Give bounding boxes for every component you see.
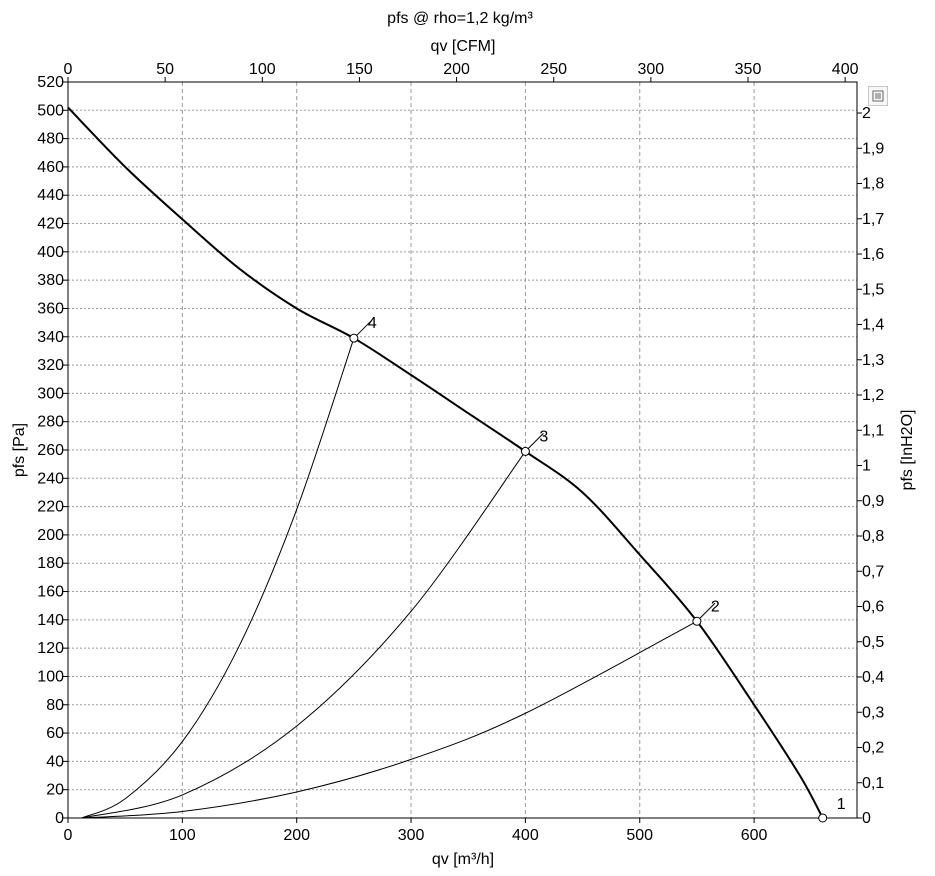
y2-tick-label: 1,2 (862, 387, 884, 404)
y2-tick-label: 0,4 (862, 669, 884, 686)
x2-tick-label: 300 (638, 61, 665, 78)
system-curve-line (81, 338, 355, 819)
y-tick-label: 100 (37, 668, 64, 685)
x-tick-label: 200 (283, 827, 310, 844)
y2-tick-label: 0,8 (862, 528, 884, 545)
y2-tick-label: 1,8 (862, 176, 884, 193)
axes: 0204060801001201401601802002202402602803… (37, 61, 884, 844)
y2-tick-label: 1,9 (862, 140, 884, 157)
y-tick-label: 160 (37, 584, 64, 601)
operating-point-label: 4 (368, 315, 377, 332)
y2-tick-label: 1,1 (862, 422, 884, 439)
operating-points: 1 2 3 4 (349, 315, 846, 823)
operating-point-marker (349, 333, 359, 343)
x-axis-label: qv [m³/h] (432, 851, 494, 868)
y2-tick-label: 1,4 (862, 317, 884, 334)
y2-tick-label: 0,7 (862, 563, 884, 580)
y-tick-label: 220 (37, 499, 64, 516)
chart-title: pfs @ rho=1,2 kg/m³ (387, 10, 533, 27)
system-curve-line (81, 620, 698, 819)
x-tick-label: 0 (64, 827, 73, 844)
x-tick-label: 600 (741, 827, 768, 844)
y2-axis-label: pfs [InH2O] (899, 410, 916, 491)
y-tick-label: 180 (37, 555, 64, 572)
grid (68, 81, 857, 818)
x2-tick-label: 200 (443, 61, 470, 78)
y2-tick-label: 0 (862, 810, 871, 827)
y-tick-label: 200 (37, 527, 64, 544)
curves (67, 106, 824, 819)
y-axis-label: pfs [Pa] (11, 423, 28, 477)
y2-tick-label: 1,7 (862, 211, 884, 228)
y-tick-label: 420 (37, 216, 64, 233)
y2-tick-label: 0,3 (862, 704, 884, 721)
y-tick-label: 120 (37, 640, 64, 657)
y2-tick-label: 1,6 (862, 246, 884, 263)
x-tick-label: 100 (169, 827, 196, 844)
y-tick-label: 320 (37, 357, 64, 374)
y-tick-label: 440 (37, 187, 64, 204)
y-tick-label: 40 (46, 753, 64, 770)
y2-tick-label: 1,5 (862, 281, 884, 298)
operating-point-marker (818, 813, 828, 823)
y2-tick-label: 0,1 (862, 775, 884, 792)
y-tick-label: 460 (37, 159, 64, 176)
y-tick-label: 480 (37, 131, 64, 148)
operating-point-label: 1 (837, 796, 846, 813)
y-tick-label: 340 (37, 329, 64, 346)
y-tick-label: 80 (46, 697, 64, 714)
y-tick-label: 500 (37, 102, 64, 119)
operating-point-label: 2 (711, 598, 720, 615)
y2-tick-label: 0,2 (862, 740, 884, 757)
x-tick-label: 500 (626, 827, 653, 844)
y-tick-label: 380 (37, 272, 64, 289)
y2-tick-label: 1 (862, 458, 871, 475)
y-tick-label: 240 (37, 470, 64, 487)
y-tick-label: 140 (37, 612, 64, 629)
export-icon[interactable] (868, 86, 888, 106)
system-curve-line (81, 451, 526, 819)
operating-point-marker (520, 446, 530, 456)
y-tick-label: 0 (55, 810, 64, 827)
operating-point-marker (692, 616, 702, 626)
y2-tick-label: 0,6 (862, 599, 884, 616)
x2-tick-label: 350 (735, 61, 762, 78)
x2-tick-label: 250 (540, 61, 567, 78)
y2-tick-label: 1,3 (862, 352, 884, 369)
y2-tick-label: 2 (862, 105, 871, 122)
x2-tick-label: 50 (156, 61, 174, 78)
y-tick-label: 20 (46, 782, 64, 799)
x2-tick-label: 400 (832, 61, 859, 78)
operating-point-label: 3 (539, 428, 548, 445)
y-tick-label: 400 (37, 244, 64, 261)
y-tick-label: 360 (37, 300, 64, 317)
x-tick-label: 400 (512, 827, 539, 844)
x2-tick-label: 100 (249, 61, 276, 78)
y2-tick-label: 0,5 (862, 634, 884, 651)
y-tick-label: 300 (37, 385, 64, 402)
y-tick-label: 520 (37, 74, 64, 91)
x-tick-label: 300 (398, 827, 425, 844)
y2-tick-label: 0,9 (862, 493, 884, 510)
y-tick-label: 60 (46, 725, 64, 742)
y-tick-label: 280 (37, 414, 64, 431)
x2-axis-label: qv [CFM] (431, 38, 496, 55)
y-tick-label: 260 (37, 442, 64, 459)
fan-curve-line (67, 106, 824, 819)
x2-tick-label: 0 (64, 61, 73, 78)
x2-tick-label: 150 (346, 61, 373, 78)
plot-frame (67, 81, 858, 819)
